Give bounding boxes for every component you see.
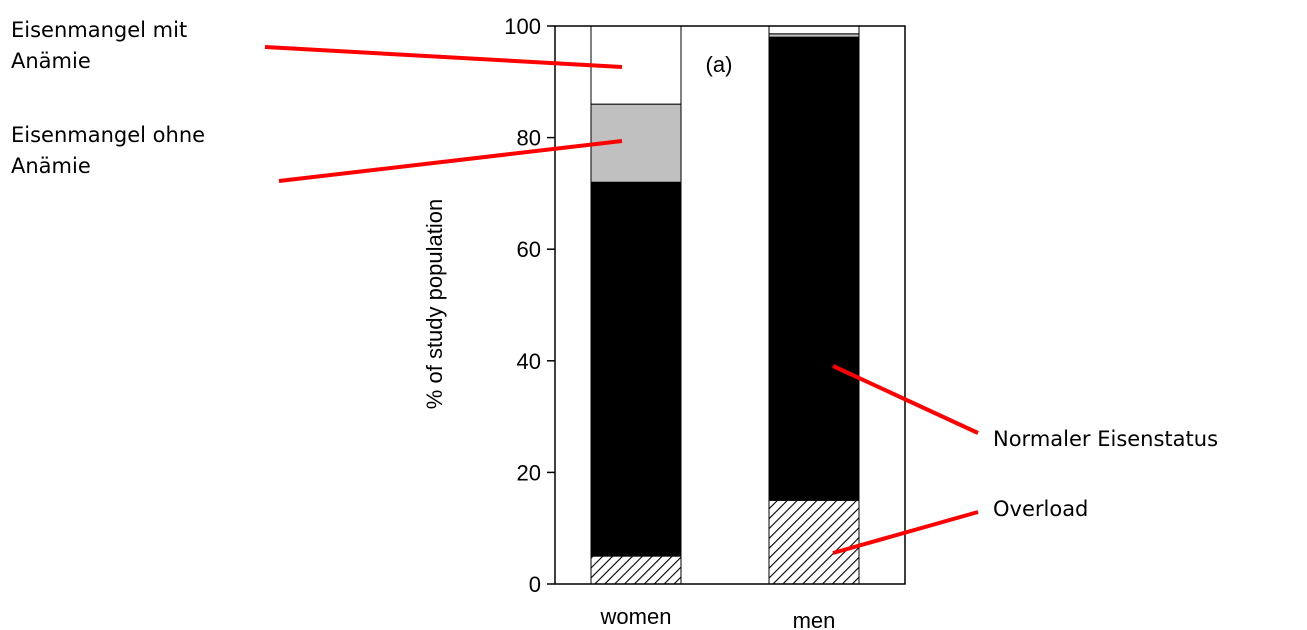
plot-border [554, 25, 906, 585]
y-tick-label-60: 60 [517, 237, 541, 262]
y-tick-label-40: 40 [517, 349, 541, 374]
plot-frame [554, 25, 906, 585]
y-tick-label-100: 100 [504, 14, 541, 39]
bar-men-deficiency_without_anemia [768, 33, 860, 38]
annotation-deficiency_without_anemia: Eisenmangel ohne Anämie [11, 123, 205, 178]
annotation-line: Anämie [11, 49, 91, 73]
annotation-line: Eisenmangel mit [11, 18, 187, 42]
leader-line-normal [832, 364, 979, 435]
bar-women-overload [590, 555, 682, 585]
annotations-group: Eisenmangel mit Anämie Eisenmangel ohne Anä… [11, 18, 1218, 555]
leader-line-deficiency_without_anemia [278, 139, 623, 183]
y-tick-label-20: 20 [517, 460, 541, 485]
y-axis: 0 20 40 60 80 100 [504, 14, 555, 597]
bar-women-normal [590, 181, 682, 557]
annotation-line: Overload [993, 497, 1088, 521]
category-label-women: women [600, 604, 672, 629]
category-label-men: men [793, 608, 836, 630]
bar-men-deficiency_with_anemia [768, 25, 860, 35]
annotation-line: Normaler Eisenstatus [993, 427, 1218, 451]
x-axis: women men [600, 604, 836, 630]
y-tick-label-80: 80 [517, 126, 541, 151]
y-axis-label: % of study population [422, 199, 447, 409]
annotation-normal: Normaler Eisenstatus [993, 427, 1218, 451]
annotation-overload: Overload [993, 497, 1088, 521]
leader-line-deficiency_with_anemia [264, 45, 623, 69]
annotation-line: Eisenmangel ohne [11, 123, 205, 147]
bars-group [590, 25, 860, 585]
leader-line-overload [832, 510, 979, 555]
annotation-deficiency_with_anemia: Eisenmangel mit Anämie [11, 18, 187, 73]
bar-men-normal [768, 36, 860, 501]
annotation-line: Anämie [11, 154, 91, 178]
y-tick-label-0: 0 [529, 572, 541, 597]
bar-men-overload [768, 499, 860, 585]
panel-label: (a) [706, 52, 733, 77]
